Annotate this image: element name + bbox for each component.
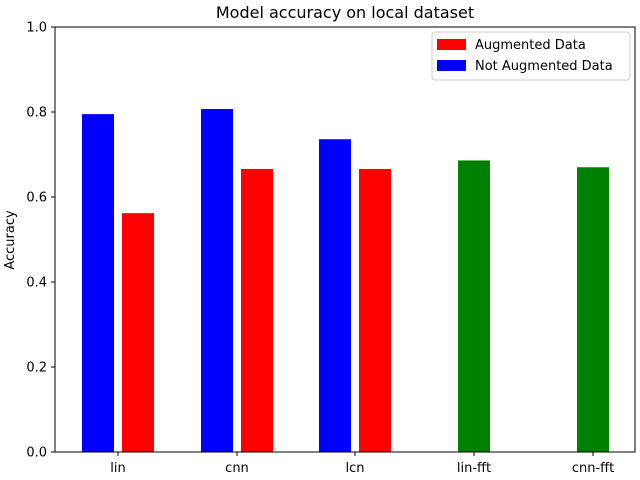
y-axis: 0.0 0.2 0.4 0.6 0.8 1.0 bbox=[26, 21, 55, 461]
x-tick-label: lin-fft bbox=[457, 461, 491, 476]
bars-group bbox=[82, 109, 609, 453]
x-tick-label: cnn-fft bbox=[572, 461, 614, 476]
bar-cnn-series-1 bbox=[241, 168, 273, 452]
legend-box bbox=[431, 31, 631, 81]
y-tick-label: 0.6 bbox=[26, 191, 47, 206]
y-tick-label: 0.4 bbox=[26, 276, 47, 291]
y-tick-label: 0.2 bbox=[26, 361, 47, 376]
plot-frame bbox=[54, 26, 636, 453]
legend-swatch bbox=[437, 60, 466, 71]
y-tick-label: 0.8 bbox=[26, 106, 47, 121]
y-axis-label: Accuracy bbox=[3, 210, 18, 270]
legend-label: Not Augmented Data bbox=[475, 59, 613, 74]
y-tick-label: 0.0 bbox=[26, 446, 47, 461]
legend: Augmented Data Not Augmented Data bbox=[431, 31, 631, 81]
y-tick-label: 1.0 bbox=[26, 21, 47, 36]
chart-title: Model accuracy on local dataset bbox=[216, 3, 474, 22]
x-tick-label: cnn bbox=[225, 461, 249, 476]
x-tick-label: lin bbox=[110, 461, 125, 476]
bar-lin-series-0 bbox=[82, 114, 114, 452]
legend-swatch bbox=[437, 39, 466, 50]
bar-cnn-fft-series-2 bbox=[577, 167, 609, 452]
bar-lcn-series-0 bbox=[319, 139, 351, 452]
x-tick-label: lcn bbox=[346, 461, 365, 476]
legend-label: Augmented Data bbox=[475, 38, 586, 53]
bar-lin-fft-series-2 bbox=[458, 160, 490, 452]
bar-lcn-series-1 bbox=[359, 168, 391, 452]
bar-cnn-series-0 bbox=[201, 109, 233, 453]
x-axis: lin cnn lcn lin-fft cnn-fft bbox=[110, 452, 614, 476]
bar-lin-series-1 bbox=[122, 213, 154, 452]
